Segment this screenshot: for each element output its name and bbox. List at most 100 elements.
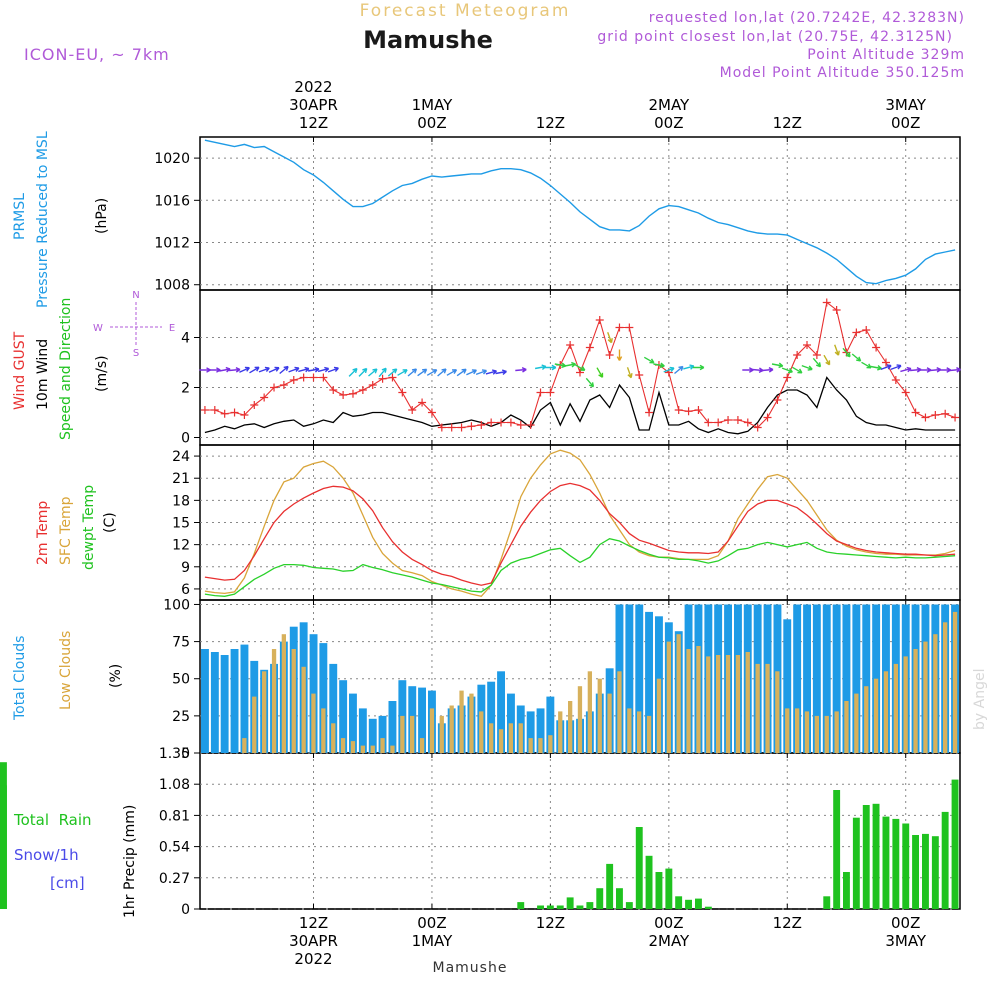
temp-ytick-label: 18 (172, 493, 190, 509)
low-cloud-bar (706, 656, 711, 753)
top-time-label: 1MAY (412, 96, 454, 114)
wind-gust-marker (733, 416, 742, 424)
total-cloud-bar (635, 604, 644, 753)
wind-direction-arrow (752, 367, 764, 373)
wind-direction-arrow (475, 369, 488, 376)
low-cloud-bar (893, 663, 898, 753)
wind-gust-marker (576, 368, 584, 377)
wind-direction-arrow (870, 365, 882, 371)
precip-ytick-label: 0.54 (159, 840, 190, 856)
low-cloud-bar (676, 634, 681, 753)
precip-bar (941, 811, 949, 909)
wind-gust-marker (526, 421, 535, 429)
wind-gust-marker (881, 358, 890, 367)
wind-gust-marker (872, 343, 881, 352)
wind-direction-arrow (742, 367, 754, 373)
temp-ytick-label: 15 (172, 516, 190, 532)
clouds-ytick-label: 25 (172, 709, 190, 725)
low-cloud-bar (419, 738, 425, 753)
temp-ytick-label: 9 (181, 560, 190, 576)
wind-direction-arrow (585, 377, 595, 388)
precip-bar (635, 827, 643, 909)
sfc-temp-line (204, 449, 956, 598)
total-cloud-bar (803, 604, 811, 753)
pressure-unit: (hPa) (94, 198, 110, 234)
wind-direction-arrow (663, 366, 675, 373)
wind-direction-arrow (249, 366, 260, 374)
wind-gust-marker (911, 408, 920, 417)
wind-gust-marker (270, 383, 279, 392)
top-time-label: 00Z (654, 114, 683, 132)
low-cloud-bar (429, 708, 435, 753)
total-cloud-bar (358, 708, 367, 753)
wind-direction-arrow (417, 368, 428, 377)
low-cloud-bar (873, 678, 879, 753)
low-cloud-bar (952, 611, 958, 753)
wind-gust-marker (260, 393, 269, 402)
total-cloud-bar (339, 680, 348, 753)
wind-gust-marker (447, 423, 456, 432)
low-cloud-bar (755, 663, 760, 753)
bottom-time-label: 2022 (294, 950, 332, 968)
low-cloud-bar (321, 708, 326, 753)
wind-gust-marker (566, 341, 575, 349)
wind-direction-arrow (397, 369, 408, 376)
chart-subtitle: Forecast Meteogram (360, 1, 571, 21)
low-cloud-bar (489, 723, 494, 753)
precip-bar (843, 872, 850, 909)
top-time-label: 30APR (289, 96, 338, 114)
low-cloud-bar (518, 723, 523, 753)
top-time-label: 12Z (299, 114, 328, 132)
wind-gust-marker (487, 418, 496, 427)
precip-bar (576, 905, 584, 909)
compass-e: E (169, 323, 175, 334)
wind-direction-arrow (327, 366, 339, 373)
dewpt-line (204, 538, 956, 597)
total-cloud-bar (319, 643, 328, 753)
total-cloud-bar (329, 663, 338, 753)
wind-direction-arrow (929, 367, 942, 373)
precip-ytick-label: 0.81 (159, 808, 190, 824)
low-cloud-bar (775, 671, 780, 753)
low-cloud-bar (923, 641, 928, 753)
wind-gust-marker (585, 343, 594, 352)
total-cloud-bar (378, 715, 387, 753)
wind-gust-marker (783, 373, 792, 382)
low-cloud-bar (716, 655, 721, 753)
wind-gust-marker (220, 409, 229, 418)
low-cloud-bar (331, 723, 336, 753)
footer-station: Mamushe (433, 960, 508, 976)
wind-unit: (m/s) (94, 355, 110, 392)
bottom-time-label: 30APR (289, 932, 338, 950)
low-cloud-bar (252, 696, 257, 753)
point-altitude: Point Altitude 329m (807, 47, 965, 63)
wind-direction-arrow (880, 364, 892, 371)
wind-gust-marker (240, 411, 249, 419)
snow-label: Snow/1h (14, 846, 79, 864)
wind-gust-marker (891, 376, 900, 384)
total-cloud-bar (645, 611, 653, 753)
requested-coords: requested lon,lat (20.7242E, 42.3283N) (649, 10, 965, 26)
total-cloud-bar (793, 604, 802, 753)
bottom-time-label: 1MAY (412, 932, 454, 950)
wind-gust-marker (200, 406, 209, 414)
wind-direction-arrow (692, 364, 705, 371)
wind-gust-marker (437, 423, 446, 432)
bottom-time-label: 00Z (417, 914, 446, 932)
temp-2m-line (204, 482, 956, 586)
wind-gust-marker (398, 388, 407, 397)
low-cloud-bar (834, 711, 839, 753)
low-cloud-bar (795, 708, 800, 753)
wind-direction-arrow (407, 368, 418, 377)
low-cloud-bar (725, 655, 731, 753)
total-cloud-bar (832, 604, 841, 753)
bottom-time-label: 2MAY (648, 932, 690, 950)
wind-gust-marker (408, 406, 417, 414)
wind-direction-arrow (781, 367, 793, 374)
wind-direction-arrow (674, 365, 684, 375)
compass-s: S (133, 348, 139, 359)
low-cloud-bar (637, 711, 642, 753)
bottom-time-label: 00Z (654, 914, 683, 932)
total-cloud-bar (852, 604, 861, 753)
compass-n: N (132, 290, 139, 301)
